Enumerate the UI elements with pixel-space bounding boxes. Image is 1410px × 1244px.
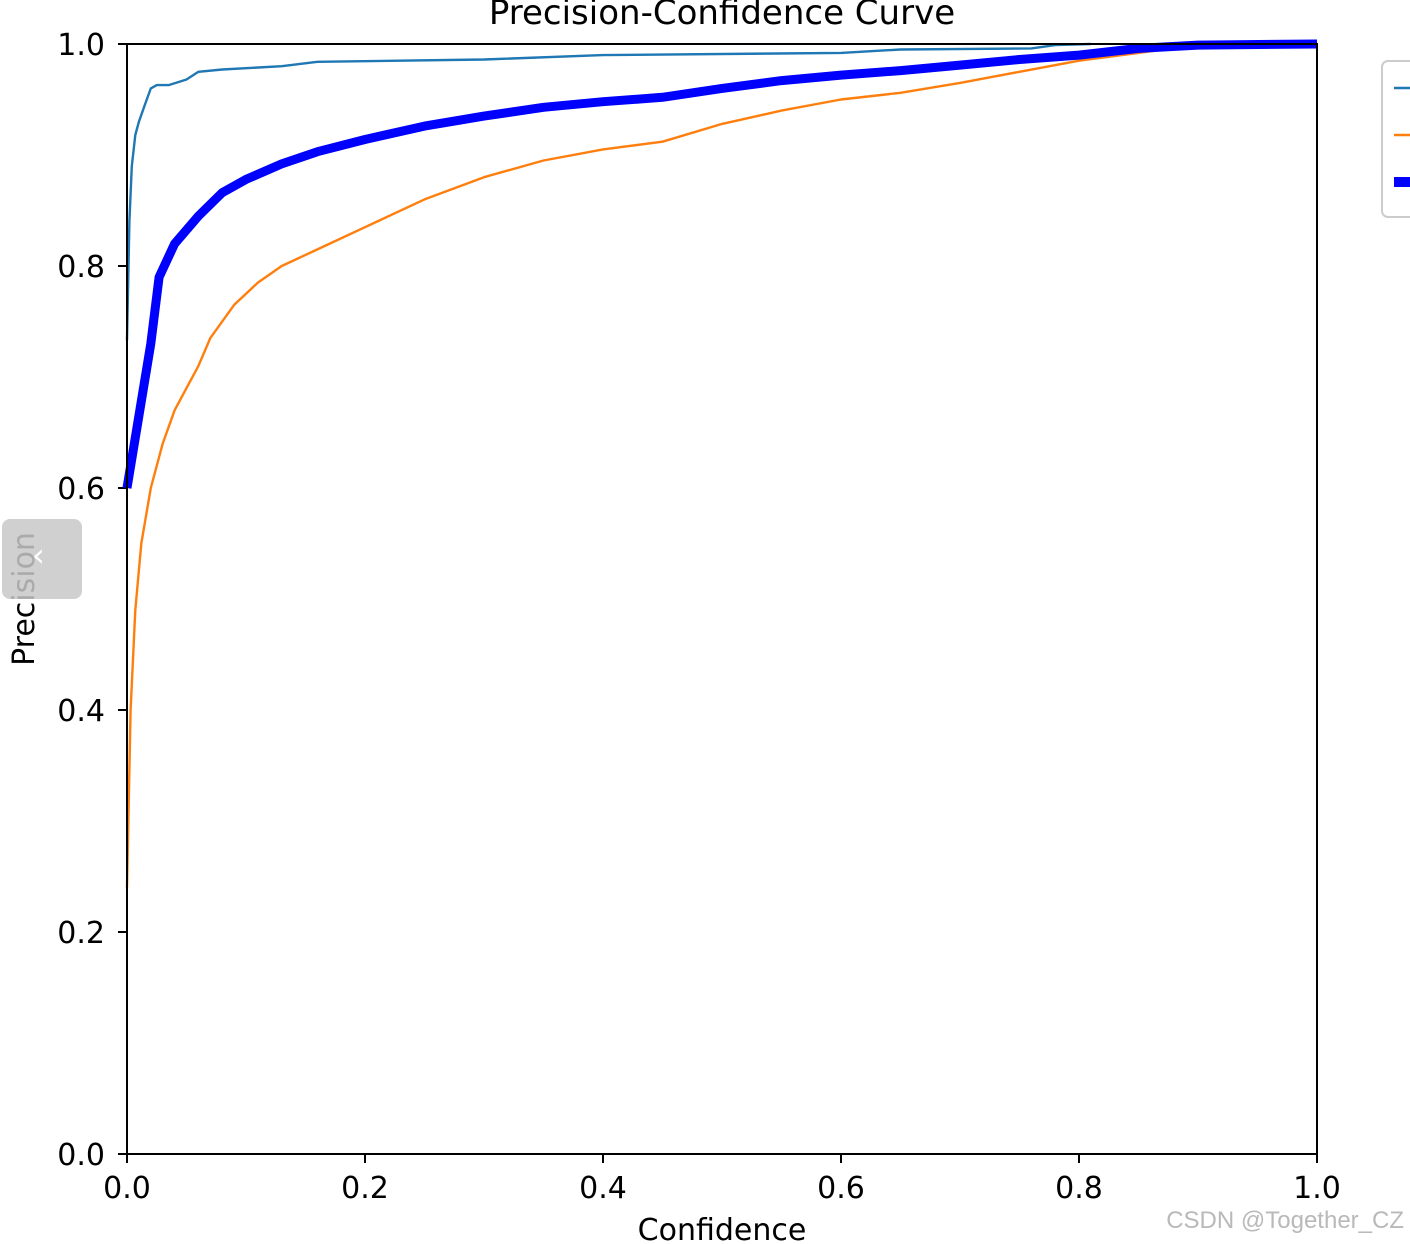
chevron-left-icon: ‹ xyxy=(32,536,45,574)
series-line-0 xyxy=(125,42,1091,341)
y-tick-label: 0.0 xyxy=(57,1138,105,1173)
watermark: CSDN @Together_CZ xyxy=(1166,1207,1404,1234)
chart-title: Precision-Confidence Curve xyxy=(489,0,955,33)
y-tick-label: 0.2 xyxy=(57,916,105,951)
x-tick-label: 0.2 xyxy=(341,1171,389,1206)
series-line-2 xyxy=(122,39,1318,489)
x-tick-label: 0.4 xyxy=(579,1171,627,1206)
x-axis-label: Confidence xyxy=(638,1213,807,1244)
y-tick-label: 0.4 xyxy=(57,694,105,729)
x-tick-label: 0.8 xyxy=(1055,1171,1103,1206)
x-tick-label: 0.0 xyxy=(103,1171,151,1206)
x-tick-label: 1.0 xyxy=(1293,1171,1341,1206)
legend xyxy=(1381,60,1410,218)
legend-box xyxy=(1381,60,1410,218)
y-tick-label: 0.8 xyxy=(57,250,105,285)
axis-ticks: 0.0 0.2 0.4 0.6 0.8 1.0 0.0 0.2 0.4 0.6 0.8 1.0 xyxy=(57,28,1341,1206)
y-tick-label: 0.6 xyxy=(57,472,105,507)
series-line-1 xyxy=(125,42,1318,888)
series-group xyxy=(122,39,1318,888)
y-tick-label: 1.0 xyxy=(57,28,105,63)
x-tick-label: 0.6 xyxy=(817,1171,865,1206)
nav-prev-button[interactable]: ‹ xyxy=(2,519,82,599)
plot-frame xyxy=(126,43,1318,1155)
